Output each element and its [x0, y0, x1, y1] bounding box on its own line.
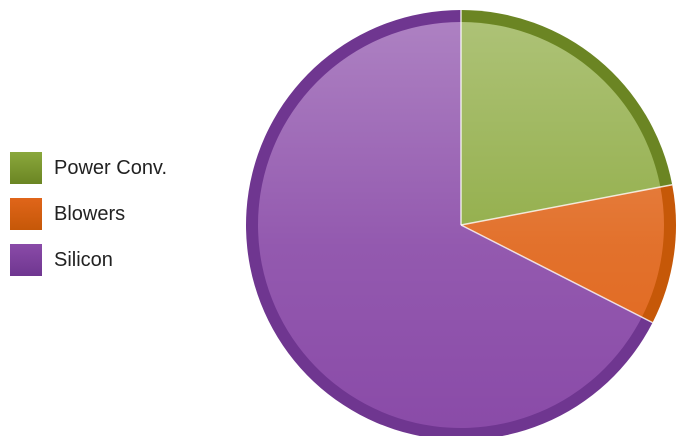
legend-item: Blowers: [10, 191, 230, 237]
legend-swatch: [10, 152, 42, 184]
legend-item: Power Conv.: [10, 145, 230, 191]
legend-swatch: [10, 244, 42, 276]
legend-label: Blowers: [54, 202, 126, 225]
legend-swatch: [10, 198, 42, 230]
legend-label: Silicon: [54, 248, 113, 271]
legend: Power Conv. Blowers Silicon: [10, 145, 230, 283]
legend-label: Power Conv.: [54, 156, 168, 179]
legend-item: Silicon: [10, 237, 230, 283]
